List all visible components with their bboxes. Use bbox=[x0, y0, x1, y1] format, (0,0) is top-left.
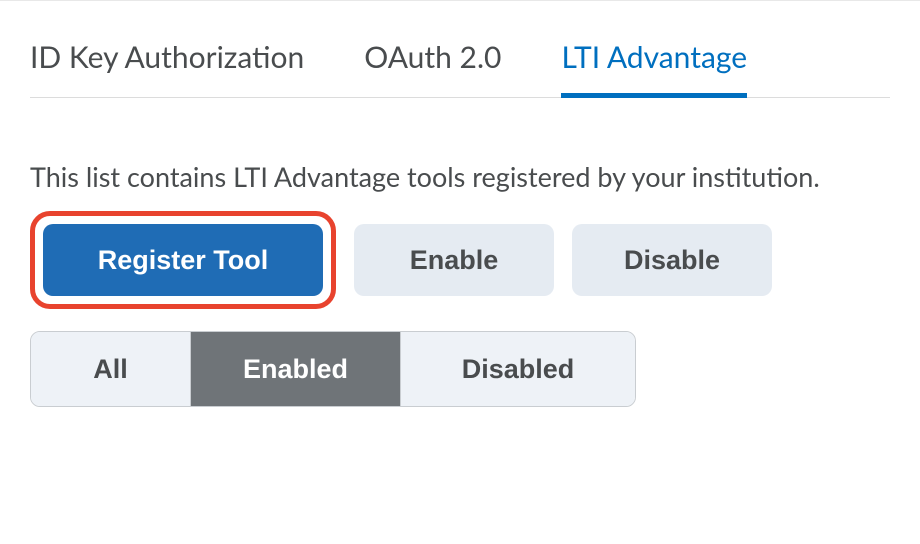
filter-disabled-button[interactable]: Disabled bbox=[401, 332, 635, 406]
enable-button[interactable]: Enable bbox=[354, 224, 554, 296]
filter-toggle-group: All Enabled Disabled bbox=[30, 331, 636, 407]
tab-id-key-authorization[interactable]: ID Key Authorization bbox=[30, 39, 304, 97]
tab-bar: ID Key Authorization OAuth 2.0 LTI Advan… bbox=[30, 1, 890, 98]
disable-button[interactable]: Disable bbox=[572, 224, 772, 296]
tab-oauth[interactable]: OAuth 2.0 bbox=[364, 39, 501, 97]
description-text: This list contains LTI Advantage tools r… bbox=[30, 160, 890, 193]
tab-lti-advantage[interactable]: LTI Advantage bbox=[561, 39, 747, 97]
main-content: ID Key Authorization OAuth 2.0 LTI Advan… bbox=[0, 1, 920, 407]
register-tool-button[interactable]: Register Tool bbox=[43, 224, 323, 296]
filter-enabled-button[interactable]: Enabled bbox=[191, 332, 401, 406]
filter-all-button[interactable]: All bbox=[31, 332, 191, 406]
highlight-annotation: Register Tool bbox=[30, 211, 336, 309]
action-button-row: Register Tool Enable Disable bbox=[30, 211, 890, 309]
